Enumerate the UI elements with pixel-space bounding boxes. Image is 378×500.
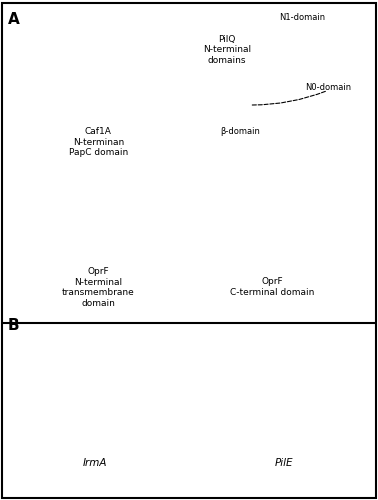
Text: PilQ
N-terminal
domains: PilQ N-terminal domains <box>203 35 251 65</box>
Text: IrmA: IrmA <box>82 458 107 468</box>
Text: β-domain: β-domain <box>220 128 260 136</box>
Text: A: A <box>8 12 19 28</box>
Text: PilE: PilE <box>274 458 293 468</box>
Text: N0-domain: N0-domain <box>305 83 352 92</box>
Text: OprF
C-terminal domain: OprF C-terminal domain <box>230 278 314 297</box>
Text: B: B <box>8 318 19 332</box>
Text: OprF
N-terminal
transmembrane
domain: OprF N-terminal transmembrane domain <box>62 268 135 308</box>
Text: N1-domain: N1-domain <box>279 12 325 22</box>
Text: Caf1A
N-terminan
PapC domain: Caf1A N-terminan PapC domain <box>69 128 128 158</box>
